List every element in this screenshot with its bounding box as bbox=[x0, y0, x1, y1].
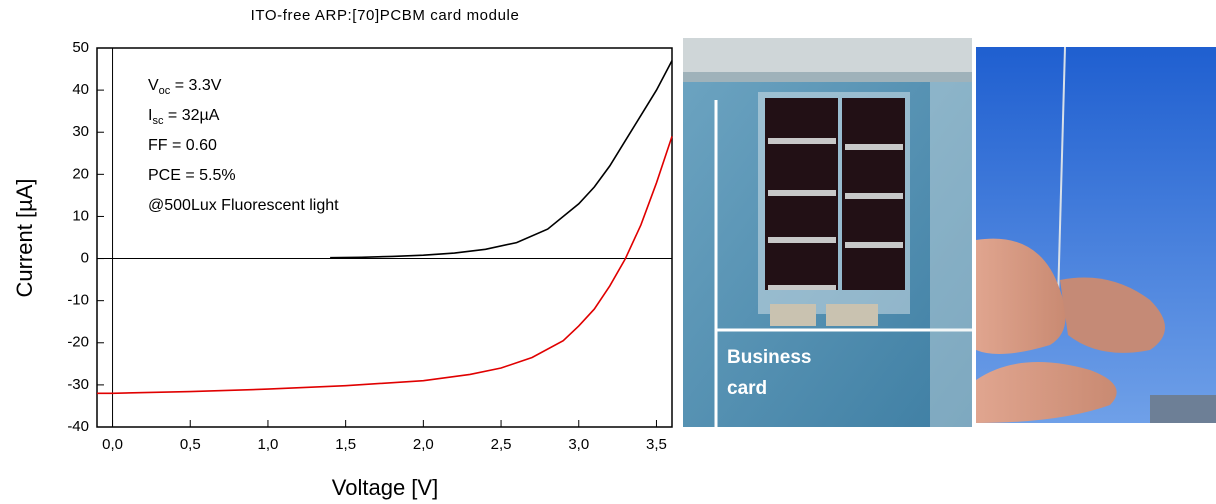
y-tick-label: 50 bbox=[72, 39, 89, 56]
annotation-part: sc bbox=[152, 115, 164, 127]
plot: 0,0 0,5 1,0 1,5 2,0 2,5 3,0 3,5 -40 -30 -20 -10 0 10 2… bbox=[67, 39, 672, 453]
y-tick-label: 20 bbox=[72, 165, 89, 182]
y-tick-label: -10 bbox=[67, 292, 89, 309]
x-tick-label: 0,5 bbox=[180, 436, 201, 453]
annotation-part: PCE = 5.5% bbox=[148, 167, 236, 184]
photo-text: Business bbox=[727, 347, 811, 368]
annotation-part: FF = 0.60 bbox=[148, 137, 217, 154]
x-tick-label: 0,0 bbox=[102, 436, 123, 453]
y-tick-label: 10 bbox=[72, 207, 89, 224]
x-tick-label: 1,5 bbox=[335, 436, 356, 453]
annotation-part: oc bbox=[159, 85, 171, 97]
y-axis-label: Current [µA] bbox=[12, 178, 37, 297]
y-tick-label: 40 bbox=[72, 81, 89, 98]
annotation: @500Lux Fluorescent light bbox=[148, 197, 339, 214]
x-tick-label: 3,0 bbox=[568, 436, 589, 453]
x-tick-label: 2,5 bbox=[491, 436, 512, 453]
photo-text: card bbox=[727, 378, 767, 399]
page: ITO-free ARP:[70]PCBM card module Voltag… bbox=[0, 0, 1216, 504]
chart-title: ITO-free ARP:[70]PCBM card module bbox=[251, 7, 520, 24]
x-tick-label: 3,5 bbox=[646, 436, 667, 453]
x-tick-label: 2,0 bbox=[413, 436, 434, 453]
annotation-part: = 3.3V bbox=[170, 77, 221, 94]
annotation: FF = 0.60 bbox=[148, 137, 217, 154]
photo-card: Business card bbox=[683, 38, 972, 427]
plot-frame bbox=[97, 48, 672, 427]
series-line bbox=[330, 61, 672, 258]
annotation-part: @500Lux Fluorescent light bbox=[148, 197, 339, 214]
x-axis-label: Voltage [V] bbox=[332, 475, 438, 500]
y-tick-label: -40 bbox=[67, 418, 89, 435]
y-tick-label: 30 bbox=[72, 123, 89, 140]
y-tick-label: -20 bbox=[67, 334, 89, 351]
annotation: PCE = 5.5% bbox=[148, 167, 236, 184]
y-tick-label: 0 bbox=[81, 250, 89, 267]
annotation: Voc = 3.3V bbox=[148, 77, 222, 97]
photo-flexible bbox=[976, 47, 1216, 423]
y-tick-label: -30 bbox=[67, 376, 89, 393]
annotation-part: = 32µA bbox=[163, 107, 219, 124]
annotation-part: V bbox=[148, 77, 159, 94]
annotation: Isc = 32µA bbox=[148, 107, 220, 127]
x-tick-label: 1,0 bbox=[258, 436, 279, 453]
